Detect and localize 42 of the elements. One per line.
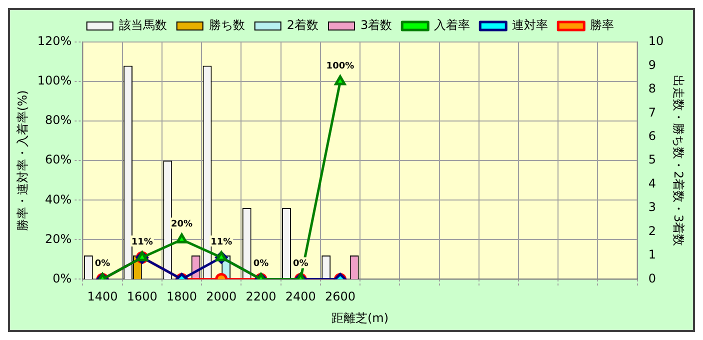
y2-tick-label: 6: [648, 129, 656, 144]
y-tick-label: 20%: [45, 232, 72, 246]
data-label: 100%: [326, 61, 354, 72]
y-axis-title: 勝率・連対率・入着率(%): [15, 90, 30, 231]
y2-tick-label: 7: [648, 105, 656, 120]
x-tick-label: 2400: [285, 290, 316, 304]
data-label: 11%: [210, 237, 232, 248]
x-tick-label: 2000: [206, 290, 237, 304]
x-tick-label: 2200: [246, 290, 276, 304]
y2-tick-label: 3: [648, 200, 656, 214]
y2-tick-label: 8: [648, 82, 656, 96]
y-tick-label: 80%: [45, 113, 72, 128]
legend-label: 入着率: [434, 18, 470, 32]
data-label: 0%: [292, 259, 308, 270]
y2-tick-label: 2: [648, 224, 656, 238]
y2-tick-label: 0: [648, 271, 656, 286]
legend-label: 2着数: [286, 18, 319, 32]
y2-tick-label: 1: [648, 248, 656, 262]
x-tick-label: 1400: [87, 290, 118, 304]
y2-tick-label: 10: [648, 34, 664, 48]
legend-label: 該当馬数: [118, 18, 167, 32]
legend-label: 連対率: [512, 18, 548, 32]
legend-label: 勝率: [590, 18, 614, 32]
y-tick-label: 60%: [45, 152, 72, 167]
legend-label: 勝ち数: [208, 18, 245, 32]
x-tick-label: 2600: [324, 290, 356, 304]
y-tick-label: 100%: [37, 74, 72, 88]
x-tick-label: 1600: [126, 290, 158, 304]
y2-tick-label: 5: [648, 152, 656, 167]
data-label: 0%: [94, 259, 110, 270]
y2-tick-label: 4: [648, 176, 656, 190]
y2-axis-title: 出走数・勝ち数・2着数・3着数: [672, 74, 686, 246]
y-tick-label: 0%: [52, 271, 72, 286]
x-axis-title: 距離芝(m): [331, 310, 389, 325]
y2-tick-label: 9: [648, 58, 656, 72]
legend-label: 3着数: [360, 18, 392, 32]
x-tick-label: 1800: [166, 290, 198, 304]
y-tick-label: 120%: [37, 34, 72, 48]
y-tick-label: 40%: [45, 192, 72, 206]
data-label: 11%: [131, 237, 153, 248]
data-label: 20%: [170, 220, 193, 230]
data-label: 0%: [253, 259, 269, 270]
